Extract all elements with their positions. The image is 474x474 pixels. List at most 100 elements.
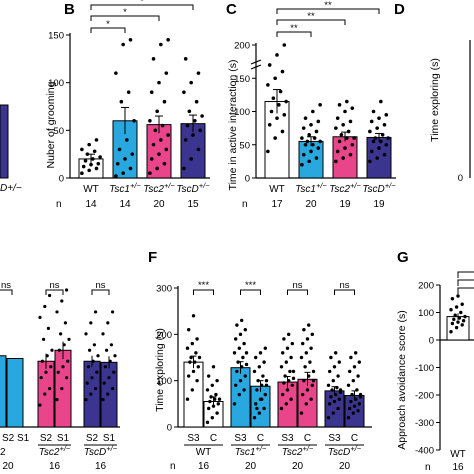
ytick-label-g-4: 0	[429, 336, 434, 347]
point-f-5-13	[309, 346, 313, 350]
point-f-0-8	[197, 355, 202, 360]
ytick-label-f-2: 200	[156, 330, 172, 341]
ylabel-d: Time exploring (s)	[429, 58, 441, 142]
point-b-1-10	[126, 90, 131, 94]
point-b-0-12	[87, 142, 91, 147]
cond-label-e-s2-1: S2	[86, 433, 99, 444]
point-f-1-1	[210, 416, 214, 420]
point-f-0-13	[195, 337, 199, 341]
point-c-2-16	[350, 106, 355, 110]
point-f-6-6	[329, 395, 333, 399]
point-f-2-10	[241, 355, 245, 360]
point-b-3-3	[183, 138, 188, 142]
point-c-0-8	[284, 99, 288, 104]
sig-bracket-e-0	[45, 289, 64, 295]
point-e-4-10	[92, 343, 96, 347]
point-f-6-5	[337, 397, 341, 401]
point-f-3-5	[263, 392, 267, 397]
point-c-2-8	[352, 136, 356, 140]
point-c-1-16	[316, 119, 321, 124]
panel-letter-d: D	[394, 1, 405, 18]
sig-label-c-2: **	[324, 0, 332, 11]
group-label-f-1: Tsc1+/−	[235, 444, 267, 458]
point-b-2-19	[166, 37, 170, 42]
point-f-4-16	[290, 341, 294, 346]
n-value-b-3: 15	[187, 199, 199, 210]
point-b-1-4	[123, 157, 127, 161]
n-value-f-0: 16	[198, 461, 210, 472]
point-f-4-6	[282, 381, 286, 385]
ytick-label-b-1: 50	[53, 126, 64, 137]
point-b-2-16	[164, 71, 169, 75]
point-b-3-11	[182, 90, 186, 94]
bar-b-2	[146, 124, 172, 179]
point-b-3-9	[187, 109, 192, 114]
point-e-2-4	[44, 370, 48, 374]
point-f-5-18	[307, 323, 311, 327]
point-b-1-7	[125, 138, 129, 142]
point-b-2-2	[162, 161, 167, 166]
point-f-5-8	[311, 369, 316, 374]
point-f-7-0	[346, 416, 351, 420]
cat-label-g-0: WT	[450, 449, 466, 460]
point-c-0-16	[282, 43, 287, 47]
point-f-7-18	[354, 351, 358, 355]
point-g-0-5	[461, 319, 466, 323]
point-c-3-12	[375, 126, 379, 130]
point-g-0-7	[457, 316, 462, 320]
point-g-0-13	[460, 302, 464, 306]
ytick-label-g-2: -200	[415, 391, 434, 402]
n-label-c: n	[242, 199, 248, 210]
point-f-2-4	[238, 378, 243, 383]
point-b-0-4	[89, 162, 93, 167]
point-b-1-11	[114, 71, 118, 75]
cond-label-e-s2-0: S2	[40, 433, 53, 444]
group-label-e-0: Tsc2+/−	[39, 444, 71, 458]
point-c-0-1	[273, 136, 277, 140]
n-value-c-3: 19	[373, 199, 385, 210]
n-label-f: n	[170, 461, 176, 472]
point-e-3-12	[60, 299, 64, 303]
panel-letter-f: F	[148, 249, 157, 266]
point-e-3-8	[67, 337, 71, 341]
point-f-3-14	[254, 355, 258, 360]
point-f-2-1	[237, 392, 241, 397]
point-e-5-13	[111, 310, 115, 314]
bar-c-0	[264, 101, 290, 179]
point-f-7-6	[349, 399, 353, 404]
point-f-4-8	[291, 376, 296, 381]
point-b-3-5	[198, 128, 203, 133]
cond-label-f-1: C	[210, 433, 217, 444]
partial-panel-a-label: D+/−	[0, 183, 22, 194]
sig-bracket-b-2	[90, 4, 194, 10]
point-f-3-6	[255, 388, 259, 392]
point-f-6-12	[331, 378, 335, 383]
point-c-2-9	[339, 132, 344, 137]
point-e-2-13	[48, 293, 52, 298]
point-b-2-14	[149, 90, 154, 94]
cat-label-c-3: TscD+/−	[362, 181, 396, 195]
point-f-3-18	[260, 397, 264, 401]
point-e-4-6	[86, 365, 90, 369]
cat-label-b-0: WT	[83, 184, 99, 195]
point-f-7-9	[350, 392, 354, 397]
point-f-4-11	[279, 365, 284, 369]
point-c-2-14	[335, 116, 340, 120]
cat-label-c-2: Tsc2+/−	[329, 181, 361, 195]
point-f-2-14	[234, 337, 238, 341]
n-value-c-1: 20	[305, 199, 317, 210]
point-b-1-13	[128, 37, 133, 42]
point-f-1-8	[217, 397, 222, 401]
cat-label-b-1: Tsc1+/−	[109, 181, 141, 195]
point-f-1-15	[211, 365, 216, 369]
point-c-2-4	[343, 146, 347, 150]
point-e-2-5	[49, 365, 53, 369]
cat-label-c-1: Tsc1+/−	[295, 181, 327, 195]
sig-bracket-f-1	[240, 289, 261, 295]
point-c-2-6	[337, 139, 342, 144]
n-value-e-1: 16	[95, 461, 107, 472]
point-c-3-11	[368, 129, 372, 134]
point-e-4-7	[91, 359, 95, 363]
point-e-3-3	[56, 370, 60, 374]
point-e-4-8	[96, 354, 100, 358]
